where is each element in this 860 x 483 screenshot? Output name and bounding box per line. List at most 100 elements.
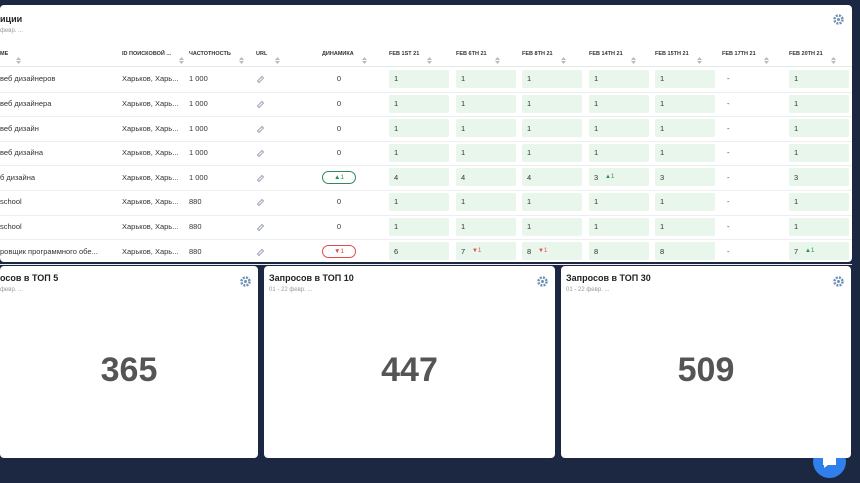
position-box — [655, 119, 715, 138]
position-box — [589, 94, 649, 113]
position: 1 — [394, 148, 399, 158]
position: 8 — [594, 246, 599, 256]
position: 1 — [660, 74, 665, 84]
position: - — [727, 246, 730, 256]
keyword: б дизайна — [0, 172, 36, 182]
sort-icon[interactable] — [827, 51, 836, 69]
sort-icon[interactable] — [235, 51, 244, 69]
sort-icon[interactable] — [12, 51, 21, 69]
column-header[interactable]: ЧАСТОТНОСТЬ — [189, 51, 231, 57]
frequency: 880 — [189, 221, 202, 231]
table-row — [0, 215, 852, 241]
column-header[interactable]: ДИНАМИКА — [322, 51, 354, 57]
sort-icon[interactable] — [561, 51, 566, 68]
url-link[interactable] — [256, 121, 265, 139]
position: 1 — [461, 123, 466, 133]
sort-icon[interactable] — [271, 51, 280, 69]
dynamics: 0 — [336, 197, 342, 207]
sort-icon[interactable] — [423, 51, 432, 69]
column-header[interactable]: FEB 8TH 21 — [522, 51, 553, 57]
sort-icon[interactable] — [764, 51, 769, 68]
panel-title: иции — [0, 14, 23, 24]
sort-icon[interactable] — [627, 51, 636, 69]
link-icon[interactable] — [256, 100, 265, 109]
sort-icon[interactable] — [491, 51, 500, 69]
url-link[interactable] — [256, 71, 265, 89]
column-header[interactable]: ID ПОИСКОВОЙ ... — [122, 51, 171, 57]
sort-icon[interactable] — [175, 51, 184, 69]
widget-subtitle: 01 - 22 февр. ... — [566, 287, 610, 293]
region: Харьков, Харь... — [122, 221, 179, 231]
position: 1 — [794, 74, 799, 84]
url-link[interactable] — [256, 145, 265, 163]
sort-icon[interactable] — [179, 51, 184, 68]
region: Харьков, Харь... — [122, 123, 179, 133]
url-link[interactable] — [256, 194, 265, 212]
position-box — [789, 119, 849, 138]
sort-icon[interactable] — [557, 51, 566, 69]
link-icon[interactable] — [256, 149, 265, 158]
dynamics-badge: ▼1 — [322, 245, 356, 259]
sort-icon[interactable] — [239, 51, 244, 68]
link-icon[interactable] — [256, 248, 265, 257]
position: - — [727, 98, 730, 108]
position-box — [522, 94, 582, 113]
settings-icon[interactable] — [240, 274, 251, 292]
settings-icon[interactable] — [537, 274, 548, 292]
url-link[interactable] — [256, 96, 265, 114]
position-box — [522, 242, 582, 261]
sort-icon[interactable] — [760, 51, 769, 69]
column-header[interactable]: FEB 17TH 21 — [722, 51, 756, 57]
column-header[interactable]: FEB 20TH 21 — [789, 51, 823, 57]
settings-icon[interactable] — [833, 274, 844, 292]
sort-icon[interactable] — [697, 51, 702, 68]
region: Харьков, Харь... — [122, 246, 179, 256]
keyword: school — [0, 197, 22, 207]
sort-icon[interactable] — [693, 51, 702, 69]
position: 1 — [594, 148, 599, 158]
sort-icon[interactable] — [831, 51, 836, 68]
column-header[interactable]: URL — [256, 51, 268, 57]
link-icon[interactable] — [256, 125, 265, 134]
url-link[interactable] — [256, 219, 265, 237]
column-header[interactable]: FEB 14TH 21 — [589, 51, 623, 57]
sort-icon[interactable] — [631, 51, 636, 68]
sort-icon[interactable] — [427, 51, 432, 68]
position-box — [456, 143, 516, 162]
position: 4 — [394, 172, 399, 182]
position-change: ▲1 — [805, 247, 815, 254]
sort-icon[interactable] — [275, 51, 280, 68]
table-row — [0, 67, 852, 93]
sort-icon[interactable] — [16, 51, 21, 68]
link-icon[interactable] — [256, 223, 265, 232]
column-header[interactable]: FEB 6TH 21 — [456, 51, 487, 57]
column-header[interactable]: FEB 15TH 21 — [655, 51, 689, 57]
position-change: ▼1 — [538, 247, 548, 254]
kpi-value: 447 — [381, 351, 438, 389]
dynamics: 0 — [336, 123, 342, 133]
position: 1 — [527, 74, 532, 84]
column-header[interactable]: МЕ — [0, 51, 9, 57]
position-box — [789, 168, 849, 187]
column-header[interactable]: FEB 1ST 21 — [389, 51, 420, 57]
url-link[interactable] — [256, 170, 265, 188]
position-box — [389, 242, 449, 261]
position: 1 — [461, 148, 466, 158]
dynamics-badge: ▲1 — [322, 171, 356, 185]
url-link[interactable] — [256, 244, 265, 262]
position: - — [727, 74, 730, 84]
frequency: 880 — [189, 197, 202, 207]
position-box — [456, 119, 516, 138]
positions-panel: иции февр. ... МЕ ID ПОИСКОВОЙ ... ЧАСТОТН… — [0, 5, 852, 265]
link-icon[interactable] — [256, 75, 265, 84]
sort-icon[interactable] — [358, 51, 367, 69]
sort-icon[interactable] — [362, 51, 367, 68]
position: 1 — [461, 197, 466, 207]
link-icon[interactable] — [256, 174, 265, 183]
link-icon[interactable] — [256, 198, 265, 207]
sort-icon[interactable] — [495, 51, 500, 68]
position: 1 — [527, 98, 532, 108]
settings-icon[interactable] — [833, 14, 844, 25]
position-box — [389, 94, 449, 113]
widget-title: Запросов в ТОП 30 — [566, 273, 651, 283]
